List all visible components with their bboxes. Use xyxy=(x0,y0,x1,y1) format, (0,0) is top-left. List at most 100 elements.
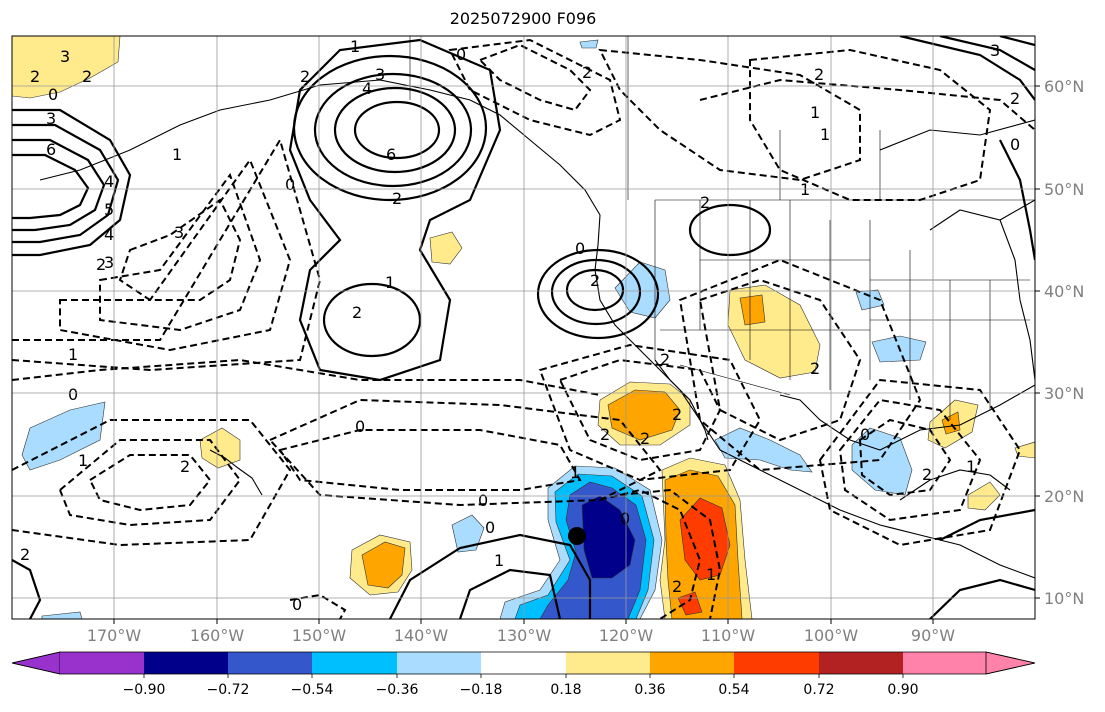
contour-label: 3 xyxy=(46,109,56,128)
contour-label: 5 xyxy=(104,200,114,219)
colorbar-tick-label: 0.54 xyxy=(718,682,750,698)
contour-label: 2 xyxy=(20,545,30,564)
contour-label: 0 xyxy=(292,595,302,614)
coast-greatlakes xyxy=(929,199,1035,231)
colorbar xyxy=(11,651,1036,678)
anomaly-orange-sw xyxy=(361,541,406,589)
anomaly-lightblue-sw xyxy=(41,611,83,619)
colorbar-tick-label: 0.90 xyxy=(887,682,919,698)
contour-label: 1 xyxy=(385,273,395,292)
borders xyxy=(409,36,1035,420)
contour-label: 2 xyxy=(640,429,650,448)
contour-label: 3 xyxy=(174,223,184,242)
colorbar-tick-label: 0.72 xyxy=(803,682,835,698)
storm-center-marker xyxy=(568,527,586,545)
coast-baja xyxy=(654,359,709,441)
contour-label: 3 xyxy=(375,65,385,84)
contour-label: 0 xyxy=(1010,135,1020,154)
anomaly-orange-basin xyxy=(739,294,766,326)
contour-label: 2 xyxy=(82,67,92,86)
contour-label: 0 xyxy=(620,509,630,528)
coast-gulf xyxy=(779,384,1035,451)
contour-label: 0 xyxy=(478,491,488,510)
contour-label: 1 xyxy=(494,551,504,570)
contour-label: 6 xyxy=(386,145,396,164)
contour-label: 2 xyxy=(814,65,824,84)
colorbar-tick-label: −0.90 xyxy=(122,682,166,698)
contour-label: 2 xyxy=(96,255,106,274)
coast-hudson xyxy=(879,119,1035,151)
lon-label: 160°W xyxy=(189,626,245,645)
contour-label: 4 xyxy=(362,79,372,98)
axis-ticks xyxy=(113,85,1040,624)
contour-label: 2 xyxy=(582,63,592,82)
contour-label: 2 xyxy=(300,67,310,86)
contour-label: 0 xyxy=(48,85,58,104)
colorbar-tick-label: −0.72 xyxy=(206,682,250,698)
colorbar-tick-label: 0.36 xyxy=(634,682,666,698)
anomaly-yellow-east xyxy=(1014,441,1035,459)
contour-label: 1 xyxy=(810,103,820,122)
colorbar-arrow-right xyxy=(985,651,1036,675)
contour-label: 0 xyxy=(285,175,295,194)
anomaly-yellow-small xyxy=(429,231,463,265)
anomaly-navy-tc xyxy=(581,495,636,579)
contour-label: 0 xyxy=(456,45,466,64)
contour-label: 3 xyxy=(990,41,1000,60)
colorbar-arrow-left xyxy=(11,651,61,675)
contour-label: 1 xyxy=(820,125,830,144)
contour-label: 2 xyxy=(352,303,362,322)
contour-label: 2 xyxy=(590,271,600,290)
lat-label: 30°N xyxy=(1044,384,1085,403)
contour-label: 1 xyxy=(172,145,182,164)
contour-label: 4 xyxy=(104,172,114,191)
contour-label: 1 xyxy=(966,457,976,476)
lat-label: 60°N xyxy=(1044,77,1085,96)
contour-label: 1 xyxy=(68,345,78,364)
contour-label: 2 xyxy=(392,189,402,208)
anomaly-red-east-tc xyxy=(679,497,731,581)
contour-label: 1 xyxy=(78,451,88,470)
shaded-anomalies xyxy=(12,36,1035,619)
anomaly-yellow-nw xyxy=(12,36,121,99)
lat-label: 50°N xyxy=(1044,180,1085,199)
colorbar-tick-label: −0.18 xyxy=(459,682,503,698)
gridlines xyxy=(12,36,1035,619)
contour-label: 0 xyxy=(575,239,585,258)
contour-label: 4 xyxy=(104,225,114,244)
contour-label: 0 xyxy=(68,385,78,404)
coastlines xyxy=(39,79,1035,579)
solid-contours xyxy=(12,36,1035,619)
lon-label: 100°W xyxy=(803,626,859,645)
anomaly-yellow-hawaii xyxy=(199,427,241,469)
coast-mexico xyxy=(719,449,1035,579)
lon-label: 140°W xyxy=(393,626,449,645)
contour-label: 0 xyxy=(860,425,870,444)
coast-yucatan xyxy=(899,469,1011,501)
contour-label: 3 xyxy=(60,47,70,66)
coast-hawaii xyxy=(209,449,263,496)
contour-label: 2 xyxy=(660,350,670,369)
contour-label: 1 xyxy=(570,463,580,482)
contour-label: 0 xyxy=(355,417,365,436)
contour-label: 6 xyxy=(46,140,56,159)
anomaly-lightblue-gulf xyxy=(851,427,913,496)
contour-labels: 3 2 2 0 3 6 4 5 4 1 2 3 1 3 4 6 2 0 3 2 … xyxy=(20,37,1020,614)
anomaly-lightblue-west xyxy=(21,401,106,471)
lon-label: 110°W xyxy=(700,626,756,645)
anomaly-lightblue-small xyxy=(451,514,485,553)
dashed-contours xyxy=(12,38,1035,619)
contour-label: 1 xyxy=(350,37,360,56)
lon-label: 90°W xyxy=(910,626,956,645)
lon-label: 150°W xyxy=(291,626,347,645)
anomaly-lightblue-ne xyxy=(579,39,599,49)
contour-label: 2 xyxy=(672,405,682,424)
contour-label: 2 xyxy=(672,577,682,596)
contour-label: 2 xyxy=(810,359,820,378)
contour-label: 2 xyxy=(180,457,190,476)
coast-westcoast xyxy=(594,214,721,451)
colorbar-tick-label: −0.36 xyxy=(375,682,419,698)
lat-label: 20°N xyxy=(1044,487,1085,506)
contour-label: 1 xyxy=(800,180,810,199)
